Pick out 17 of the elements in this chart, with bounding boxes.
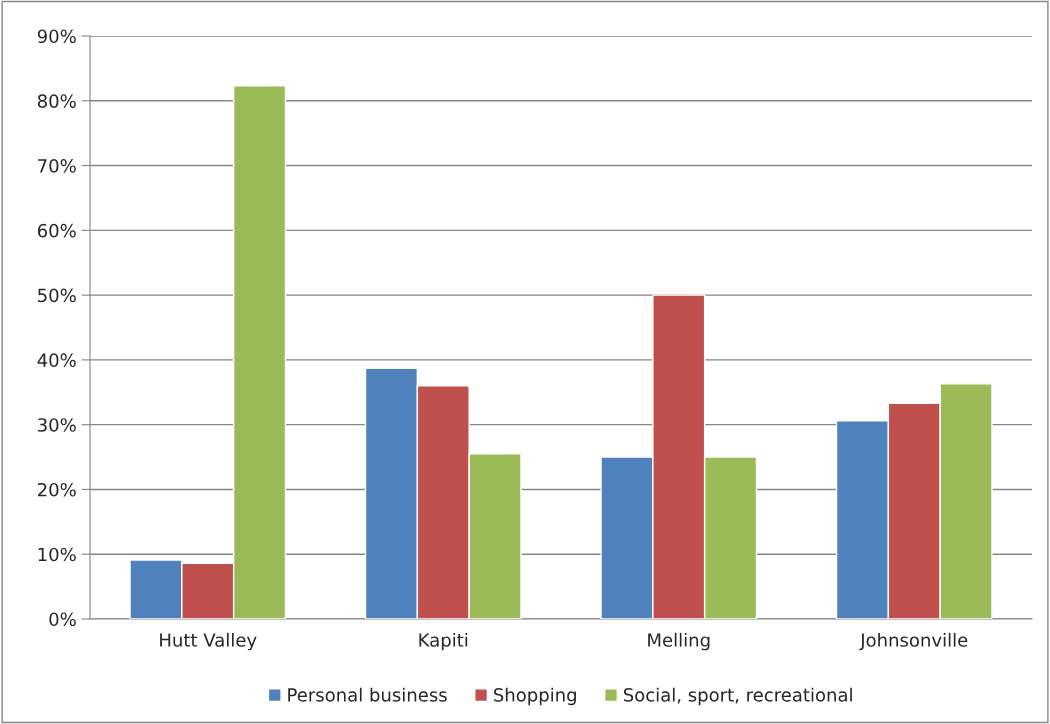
x-tick-label: Hutt Valley [160, 632, 257, 651]
y-tick-label: 90% [37, 29, 76, 44]
y-tick-label: 10% [38, 547, 76, 562]
legend-label: Shopping [494, 687, 576, 706]
y-tick-label: 20% [38, 482, 76, 497]
y-tick-label: 0% [49, 612, 76, 627]
y-tick-label: 60% [37, 223, 76, 238]
x-tick-label: Melling [648, 632, 710, 651]
y-tick-label: 70% [38, 159, 76, 173]
y-tick-label: 50% [38, 288, 76, 303]
y-tick-label: 30% [38, 418, 76, 432]
legend-label: Personal business [288, 687, 447, 702]
legend-label: Social, sport, recreational [623, 687, 852, 706]
y-tick-label: 40% [37, 353, 76, 368]
x-tick-label: Kapiti [419, 632, 468, 651]
y-tick-label: 80% [37, 94, 76, 108]
x-tick-label: Johnsonville [859, 632, 968, 651]
